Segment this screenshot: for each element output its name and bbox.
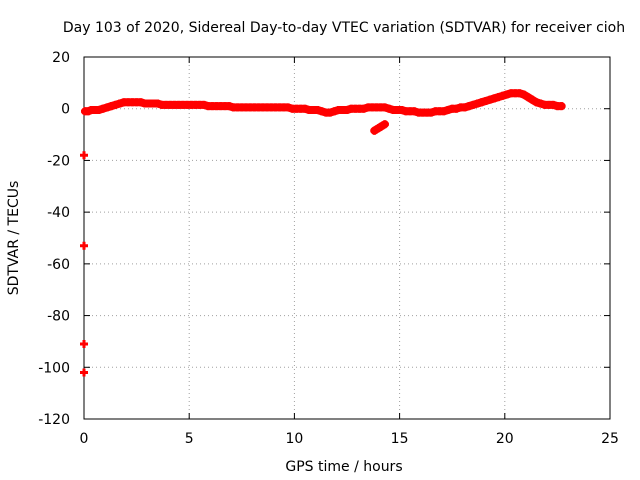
x-tick-label: 5 xyxy=(185,431,194,447)
x-tick-label: 10 xyxy=(285,431,303,447)
x-tick-label: 20 xyxy=(496,431,514,447)
data-point xyxy=(80,151,88,160)
axis-ticks xyxy=(83,56,611,420)
plot-frame xyxy=(83,56,611,420)
y-tick-label: -60 xyxy=(47,257,70,273)
data-point xyxy=(80,368,88,377)
series-1 xyxy=(370,120,389,135)
y-tick-label: -80 xyxy=(47,309,70,325)
x-tick-label: 15 xyxy=(391,431,409,447)
data-band xyxy=(370,120,389,135)
y-tick-label: 20 xyxy=(52,50,70,66)
chart-title: Day 103 of 2020, Sidereal Day-to-day VTE… xyxy=(63,20,625,36)
x-axis-label: GPS time / hours xyxy=(285,459,402,475)
y-tick-labels: 20 0 -20 -40 -60 -80 -100 -120 xyxy=(38,50,70,428)
y-tick-label: -40 xyxy=(47,205,70,221)
data-points xyxy=(80,89,566,377)
y-tick-label: 0 xyxy=(61,102,70,118)
data-point xyxy=(80,340,88,349)
data-band xyxy=(81,89,566,117)
x-tick-labels: 0 5 10 15 20 25 xyxy=(80,431,619,447)
y-tick-label: -120 xyxy=(38,412,70,428)
x-tick-label: 0 xyxy=(80,431,89,447)
y-tick-label: -100 xyxy=(38,360,70,376)
data-point xyxy=(80,241,88,250)
series-2 xyxy=(80,151,88,377)
grid-lines xyxy=(84,57,610,419)
x-tick-label: 25 xyxy=(601,431,619,447)
series-0 xyxy=(81,89,566,117)
y-axis-label: SDTVAR / TECUs xyxy=(6,181,22,296)
y-tick-label: -20 xyxy=(47,153,70,169)
